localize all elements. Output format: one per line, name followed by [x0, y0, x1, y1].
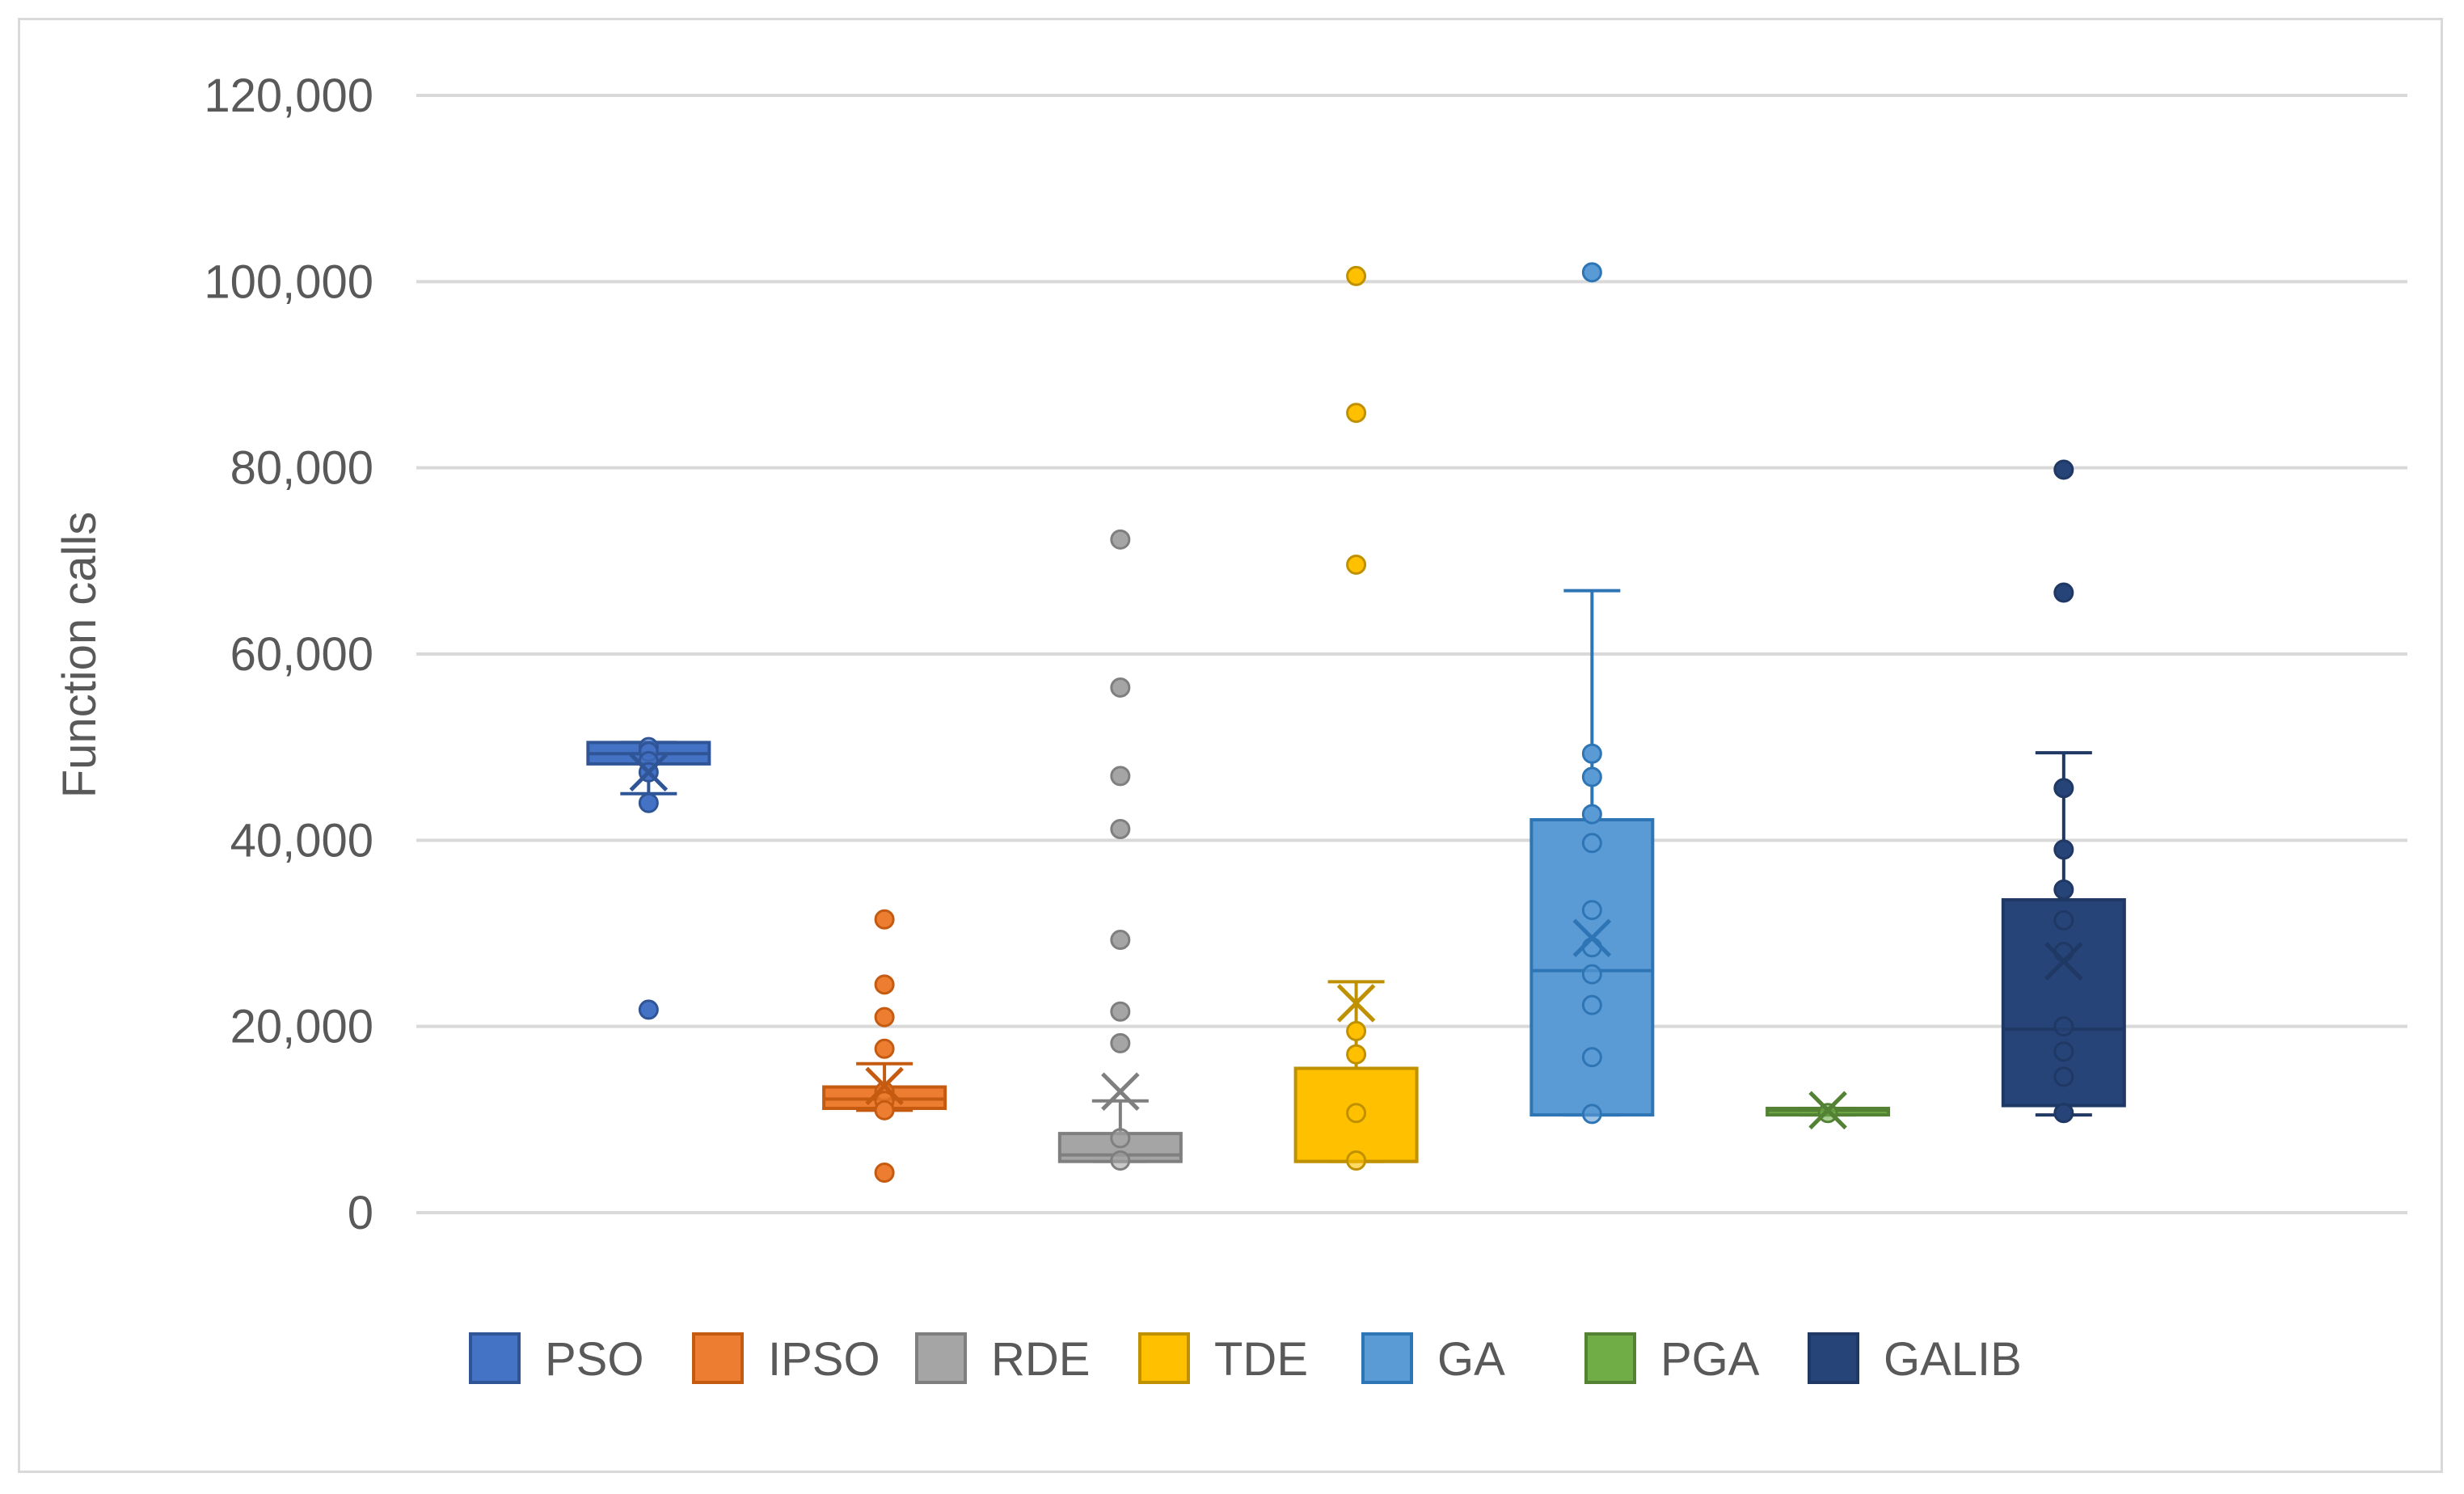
box-rde	[1057, 529, 1183, 1171]
mean-marker	[629, 753, 669, 792]
legend: PSO IPSO RDE TDE GA PGA GALIB	[469, 1332, 2022, 1386]
y-tick-label: 100,000	[204, 255, 373, 308]
data-point	[1110, 1032, 1131, 1053]
y-axis-label: Function calls	[53, 512, 106, 799]
mean-marker	[1336, 984, 1376, 1023]
box-galib	[2001, 459, 2126, 1124]
data-point	[1581, 804, 1602, 825]
box-body	[1293, 1066, 1419, 1163]
box-ipso	[822, 909, 947, 1183]
legend-item-ipso: IPSO	[692, 1332, 880, 1386]
data-point	[1581, 937, 1602, 958]
box-ga	[1529, 262, 1655, 1125]
legend-label: GALIB	[1884, 1333, 2022, 1386]
data-point	[874, 1162, 895, 1183]
data-point	[1346, 265, 1367, 286]
box-pso	[586, 736, 711, 1020]
legend-label: GA	[1437, 1333, 1505, 1386]
data-point	[1581, 766, 1602, 787]
data-point	[874, 974, 895, 995]
y-axis-tick-labels: 0 20,000 40,000 60,000 80,000 100,000 120,000	[204, 70, 373, 1239]
y-tick-label: 120,000	[204, 70, 373, 122]
mean-marker	[2044, 942, 2083, 981]
legend-label: RDE	[991, 1333, 1090, 1386]
data-point	[1110, 1128, 1131, 1149]
legend-swatch	[469, 1332, 521, 1384]
mean-marker	[1101, 1072, 1140, 1112]
data-point	[1346, 1020, 1367, 1041]
data-point	[2053, 879, 2074, 900]
y-tick-label: 20,000	[230, 1001, 373, 1053]
data-point	[1581, 964, 1602, 985]
data-point	[1110, 819, 1131, 840]
data-point	[1581, 1047, 1602, 1068]
data-point	[2053, 942, 2074, 963]
legend-swatch	[915, 1332, 967, 1384]
data-point	[2053, 839, 2074, 860]
data-point	[2053, 459, 2074, 480]
data-point	[1110, 677, 1131, 698]
data-point	[2053, 1066, 2074, 1087]
data-point	[1581, 743, 1602, 764]
data-point	[2053, 778, 2074, 799]
data-point	[1110, 529, 1131, 550]
legend-swatch	[1584, 1332, 1636, 1384]
data-point	[874, 1099, 895, 1120]
legend-swatch	[1361, 1332, 1413, 1384]
data-point	[1110, 766, 1131, 787]
legend-label: PGA	[1660, 1333, 1760, 1386]
data-point	[2053, 1016, 2074, 1037]
data-point	[874, 1007, 895, 1028]
mean-marker	[865, 1066, 904, 1106]
legend-item-pso: PSO	[469, 1332, 644, 1386]
data-point	[638, 999, 659, 1020]
data-point	[1110, 930, 1131, 951]
legend-swatch	[1808, 1332, 1859, 1384]
data-point	[1110, 1001, 1131, 1022]
box-series	[586, 262, 2126, 1183]
legend-label: IPSO	[768, 1333, 880, 1386]
data-point	[1581, 1104, 1602, 1125]
data-point	[638, 792, 659, 813]
legend-item-pga: PGA	[1584, 1332, 1760, 1386]
legend-swatch	[692, 1332, 744, 1384]
data-point	[2053, 1103, 2074, 1124]
mean-marker	[1572, 918, 1612, 958]
data-point	[1581, 833, 1602, 854]
data-point	[1581, 900, 1602, 921]
legend-item-tde: TDE	[1138, 1332, 1308, 1386]
legend-label: TDE	[1214, 1333, 1308, 1386]
data-point	[1581, 994, 1602, 1015]
mean-marker	[1808, 1091, 1847, 1130]
data-point	[2053, 582, 2074, 603]
y-tick-label: 0	[348, 1187, 373, 1239]
data-point	[1346, 1103, 1367, 1124]
chart-frame	[18, 18, 2443, 1473]
y-tick-label: 60,000	[230, 628, 373, 681]
box-tde	[1293, 265, 1419, 1171]
data-point	[2053, 1041, 2074, 1062]
legend-item-rde: RDE	[915, 1332, 1090, 1386]
data-point	[874, 909, 895, 930]
data-point	[2053, 909, 2074, 931]
legend-item-ga: GA	[1361, 1332, 1505, 1386]
data-point	[874, 1038, 895, 1059]
y-tick-label: 40,000	[230, 814, 373, 867]
data-point	[1346, 1150, 1367, 1171]
data-point	[1346, 403, 1367, 424]
legend-item-galib: GALIB	[1808, 1332, 2022, 1386]
data-point	[1110, 1150, 1131, 1171]
legend-swatch	[1138, 1332, 1190, 1384]
legend-label: PSO	[545, 1333, 644, 1386]
data-point	[1346, 1044, 1367, 1065]
box-pga	[1766, 1091, 1891, 1130]
data-point	[1346, 554, 1367, 575]
data-point	[1581, 262, 1602, 283]
y-tick-label: 80,000	[230, 442, 373, 495]
